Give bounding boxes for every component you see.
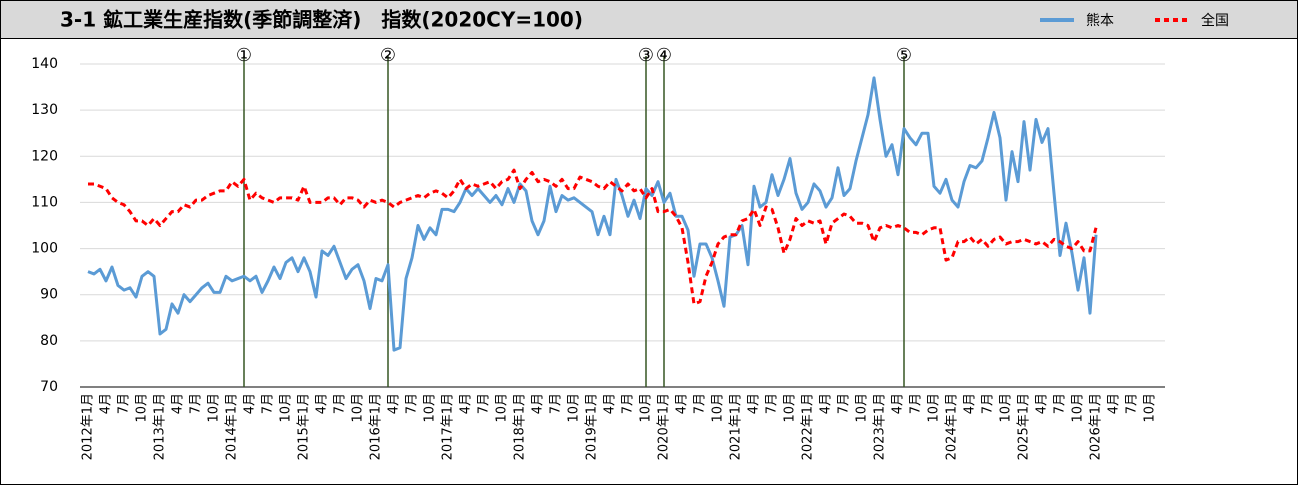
event-label: ⑤ [896, 45, 912, 66]
x-tick-label: 10月 [567, 393, 582, 423]
x-tick-label: 4月 [1107, 393, 1122, 414]
x-tick-label: 7月 [333, 393, 348, 414]
x-tick-label: 2015年1月 [297, 393, 312, 460]
x-tick-label: 4月 [603, 393, 618, 414]
x-tick-label: 10月 [1143, 393, 1158, 423]
x-tick-label: 7月 [549, 393, 564, 414]
series-line [87, 76, 1098, 352]
event-label: ④ [656, 45, 672, 66]
x-tick-label: 7月 [981, 393, 996, 414]
x-tick-label: 10月 [423, 393, 438, 423]
x-tick-label: 7月 [1125, 393, 1140, 414]
x-tick-label: 10月 [351, 393, 366, 423]
x-tick-label: 2012年1月 [81, 393, 96, 460]
x-tick-label: 2016年1月 [369, 393, 384, 460]
header [0, 0, 1298, 39]
x-tick-label: 10月 [1071, 393, 1086, 423]
x-tick-label: 10月 [639, 393, 654, 423]
x-tick-label: 4月 [891, 393, 906, 414]
x-tick-label: 10月 [783, 393, 798, 423]
x-tick-label: 4月 [531, 393, 546, 414]
x-tick-label: 4月 [819, 393, 834, 414]
chart-title: 3-1 鉱工業生産指数(季節調整済) 指数(2020CY=100) [60, 8, 583, 32]
x-tick-label: 10月 [711, 393, 726, 423]
event-label: ② [380, 45, 396, 66]
x-tick-label: 2020年1月 [657, 393, 672, 460]
y-tick-label: 100 [31, 241, 58, 257]
y-tick-label: 140 [31, 56, 58, 72]
y-tick-label: 130 [31, 102, 58, 118]
x-tick-label: 7月 [765, 393, 780, 414]
y-tick-label: 70 [40, 379, 58, 395]
x-tick-label: 2022年1月 [801, 393, 816, 460]
x-tick-label: 7月 [261, 393, 276, 414]
x-tick-label: 7月 [1053, 393, 1068, 414]
y-tick-label: 80 [40, 333, 58, 349]
x-tick-label: 4月 [675, 393, 690, 414]
legend-label: 全国 [1201, 12, 1229, 29]
x-tick-label: 2026年1月 [1089, 393, 1104, 460]
event-label: ① [236, 45, 252, 66]
x-tick-label: 4月 [315, 393, 330, 414]
x-tick-label: 7月 [189, 393, 204, 414]
x-tick-label: 2023年1月 [873, 393, 888, 460]
y-tick-label: 90 [40, 287, 58, 303]
x-tick-label: 2019年1月 [585, 393, 600, 460]
x-tick-label: 2014年1月 [225, 393, 240, 460]
x-tick-label: 7月 [909, 393, 924, 414]
x-tick-label: 4月 [459, 393, 474, 414]
x-tick-label: 2018年1月 [513, 393, 528, 460]
x-tick-label: 4月 [171, 393, 186, 414]
y-tick-label: 110 [31, 194, 58, 210]
x-tick-label: 10月 [495, 393, 510, 423]
x-tick-label: 7月 [477, 393, 492, 414]
x-tick-label: 10月 [135, 393, 150, 423]
x-tick-label: 10月 [999, 393, 1014, 423]
x-tick-label: 4月 [1035, 393, 1050, 414]
legend-label: 熊本 [1086, 13, 1114, 29]
y-tick-label: 120 [31, 148, 58, 164]
x-tick-label: 4月 [99, 393, 114, 414]
x-tick-label: 10月 [207, 393, 222, 423]
x-tick-label: 2024年1月 [945, 393, 960, 460]
x-tick-label: 2021年1月 [729, 393, 744, 460]
x-tick-label: 4月 [963, 393, 978, 414]
x-tick-label: 2013年1月 [153, 393, 168, 460]
x-tick-label: 7月 [837, 393, 852, 414]
x-tick-label: 10月 [855, 393, 870, 423]
x-tick-label: 4月 [243, 393, 258, 414]
x-tick-label: 7月 [117, 393, 132, 414]
x-tick-label: 10月 [927, 393, 942, 423]
x-tick-label: 10月 [279, 393, 294, 423]
x-tick-label: 2025年1月 [1017, 393, 1032, 460]
x-tick-label: 7月 [405, 393, 420, 414]
series-line [88, 168, 1098, 306]
x-tick-label: 7月 [621, 393, 636, 414]
x-tick-label: 7月 [693, 393, 708, 414]
x-tick-label: 4月 [387, 393, 402, 414]
event-label: ③ [638, 45, 654, 66]
x-tick-label: 4月 [747, 393, 762, 414]
x-tick-label: 2017年1月 [441, 393, 456, 460]
